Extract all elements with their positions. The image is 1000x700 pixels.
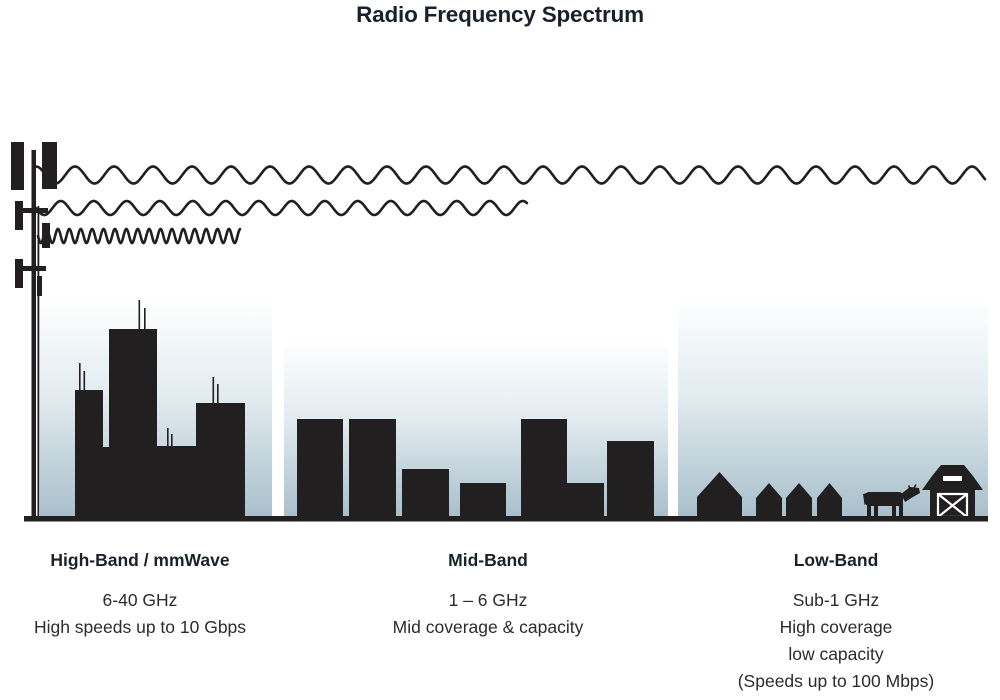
- low-band-label-group: Low-Band Sub-1 GHz High coverage low cap…: [686, 550, 986, 695]
- low-band-title: Low-Band: [793, 550, 879, 570]
- ground-line: [24, 516, 988, 522]
- cow-icon: [863, 484, 920, 517]
- mid-band-label-group: Mid-Band 1 – 6 GHz Mid coverage & capaci…: [338, 550, 638, 641]
- mid-band-description: Mid coverage & capacity: [392, 617, 584, 637]
- barn-icon: [922, 465, 983, 519]
- midrise-buildings-icon: [297, 419, 654, 517]
- high-band-description: High speeds up to 10 Gbps: [33, 617, 247, 637]
- cell-tower-icon: [11, 142, 57, 517]
- low-band-frequency: Sub-1 GHz: [792, 590, 880, 610]
- low-band-wave: [34, 165, 987, 185]
- radio-wave-icon: [34, 165, 987, 245]
- high-band-frequency: 6-40 GHz: [102, 590, 178, 610]
- high-band-title: High-Band / mmWave: [50, 550, 230, 570]
- city-skyline-icon: [75, 300, 245, 517]
- low-band-coverage: High coverage: [779, 617, 893, 637]
- mid-band-wave: [34, 199, 529, 217]
- mid-band-title: Mid-Band: [448, 550, 528, 570]
- scene: [11, 142, 988, 522]
- high-band-wave: [36, 227, 242, 245]
- low-band-capacity: low capacity: [788, 644, 884, 664]
- page-title: Radio Frequency Spectrum: [356, 2, 644, 27]
- mid-band-frequency: 1 – 6 GHz: [448, 590, 528, 610]
- house-icon: [697, 472, 842, 517]
- low-band-speed-note: (Speeds up to 100 Mbps): [737, 671, 935, 691]
- high-band-label-group: High-Band / mmWave 6-40 GHz High speeds …: [0, 550, 290, 641]
